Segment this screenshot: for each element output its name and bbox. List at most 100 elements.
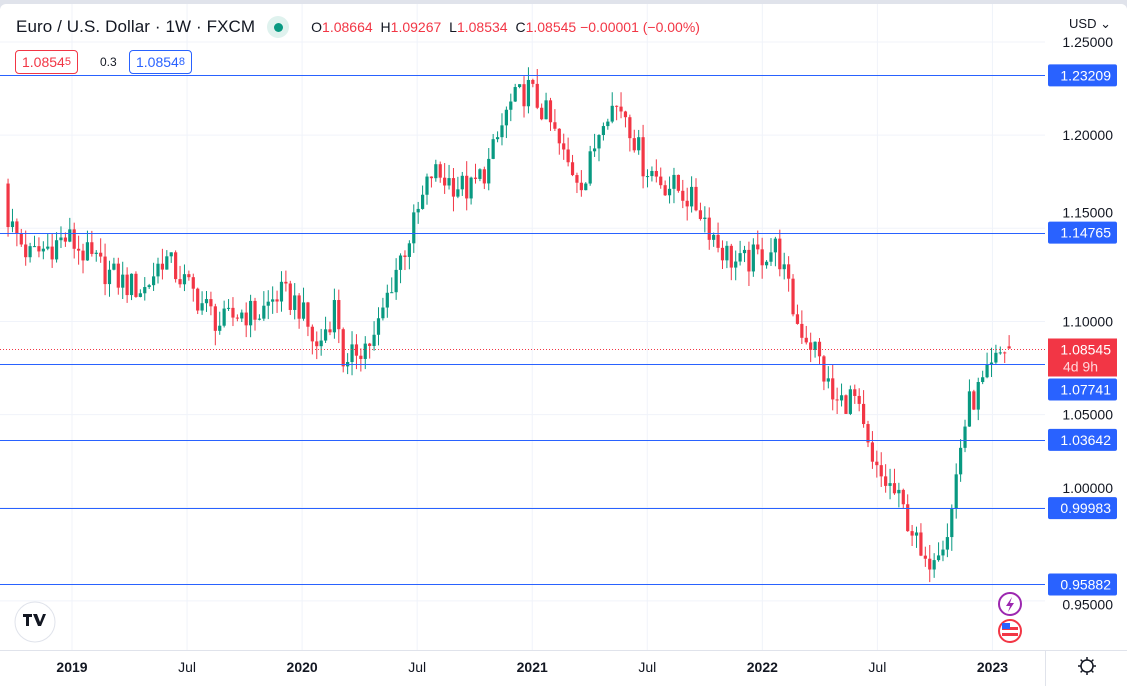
candle-body[interactable] xyxy=(420,194,425,209)
candle-body[interactable] xyxy=(606,121,610,127)
candle-body[interactable] xyxy=(562,143,566,150)
candle-body[interactable] xyxy=(425,176,429,195)
candle-body[interactable] xyxy=(787,264,791,279)
candle-body[interactable] xyxy=(63,237,67,242)
candle-body[interactable] xyxy=(548,100,553,123)
candle-body[interactable] xyxy=(897,489,901,494)
price-level-label-box[interactable] xyxy=(1048,64,1117,87)
candle-body[interactable] xyxy=(266,301,270,306)
candle-body[interactable] xyxy=(941,549,945,556)
candle-body[interactable] xyxy=(967,391,972,427)
candle-body[interactable] xyxy=(870,442,875,462)
candle-body[interactable] xyxy=(54,240,59,260)
candle-body[interactable] xyxy=(112,263,116,270)
candle-body[interactable] xyxy=(566,149,570,163)
candle-body[interactable] xyxy=(306,302,310,327)
candle-body[interactable] xyxy=(795,314,800,324)
candle-body[interactable] xyxy=(323,329,328,341)
candle-body[interactable] xyxy=(504,109,508,126)
price-level-label-box[interactable] xyxy=(1048,573,1117,596)
candle-body[interactable] xyxy=(518,84,522,88)
candle-body[interactable] xyxy=(650,170,654,177)
candle-body[interactable] xyxy=(738,253,742,262)
candle-body[interactable] xyxy=(275,299,279,302)
candle-body[interactable] xyxy=(196,288,200,311)
candle-body[interactable] xyxy=(959,447,963,475)
candle-body[interactable] xyxy=(262,305,266,319)
candle-body[interactable] xyxy=(694,186,698,211)
price-level-label-box[interactable] xyxy=(1048,428,1117,451)
candle-body[interactable] xyxy=(879,465,883,477)
candle-body[interactable] xyxy=(59,237,63,241)
candle-body[interactable] xyxy=(279,281,284,302)
candle-body[interactable] xyxy=(90,242,94,254)
candle-body[interactable] xyxy=(143,287,147,294)
candle-body[interactable] xyxy=(187,274,191,278)
candle-body[interactable] xyxy=(1003,352,1007,354)
candle-body[interactable] xyxy=(976,382,980,410)
candle-body[interactable] xyxy=(835,399,839,401)
candle-body[interactable] xyxy=(985,364,989,378)
candle-body[interactable] xyxy=(116,263,120,288)
candle-body[interactable] xyxy=(681,190,685,201)
candle-body[interactable] xyxy=(592,148,597,152)
candle-body[interactable] xyxy=(588,151,592,184)
candle-body[interactable] xyxy=(875,461,879,466)
candle-body[interactable] xyxy=(1007,346,1011,349)
candle-body[interactable] xyxy=(773,238,777,253)
candle-body[interactable] xyxy=(628,117,632,139)
candle-body[interactable] xyxy=(769,252,773,262)
market-open-indicator[interactable] xyxy=(267,16,290,38)
candle-body[interactable] xyxy=(813,341,817,350)
candle-body[interactable] xyxy=(756,244,760,250)
candle-body[interactable] xyxy=(888,483,892,486)
candle-body[interactable] xyxy=(28,246,32,258)
candle-body[interactable] xyxy=(747,249,751,272)
candle-body[interactable] xyxy=(698,210,703,219)
candle-body[interactable] xyxy=(209,299,213,307)
candle-body[interactable] xyxy=(147,285,151,288)
candle-body[interactable] xyxy=(861,403,866,425)
candle-body[interactable] xyxy=(919,532,923,556)
candle-body[interactable] xyxy=(487,158,491,184)
candle-body[interactable] xyxy=(782,264,786,270)
candle-body[interactable] xyxy=(235,317,239,319)
candle-body[interactable] xyxy=(50,246,54,260)
candle-body[interactable] xyxy=(134,273,138,297)
candle-body[interactable] xyxy=(46,246,50,249)
candle-body[interactable] xyxy=(822,356,826,382)
candle-body[interactable] xyxy=(540,107,544,120)
candle-body[interactable] xyxy=(998,352,1002,354)
candle-body[interactable] xyxy=(368,343,372,346)
candle-body[interactable] xyxy=(460,175,464,190)
candle-body[interactable] xyxy=(853,389,857,396)
candle-body[interactable] xyxy=(932,560,936,570)
candle-body[interactable] xyxy=(844,395,848,414)
candle-body[interactable] xyxy=(645,176,650,178)
candle-body[interactable] xyxy=(19,233,23,245)
candle-body[interactable] xyxy=(945,537,949,550)
candle-body[interactable] xyxy=(950,508,954,538)
candle-body[interactable] xyxy=(729,245,733,268)
candle-body[interactable] xyxy=(535,83,539,108)
candlestick-chart[interactable]: 1.25000 1.20000 1.15000 1.10000 1.05000 1.000… xyxy=(0,4,1127,686)
candle-body[interactable] xyxy=(553,122,557,129)
price-level-label-box[interactable] xyxy=(1048,378,1117,401)
candle-body[interactable] xyxy=(151,276,156,286)
candle-body[interactable] xyxy=(103,256,107,285)
candle-body[interactable] xyxy=(597,135,601,149)
time-axis[interactable] xyxy=(0,650,1127,686)
candle-body[interactable] xyxy=(923,555,927,559)
candle-body[interactable] xyxy=(191,277,195,289)
candle-body[interactable] xyxy=(332,300,336,333)
candle-body[interactable] xyxy=(760,249,764,266)
candle-body[interactable] xyxy=(465,175,469,199)
candle-body[interactable] xyxy=(354,344,359,356)
candle-body[interactable] xyxy=(372,334,376,346)
candle-body[interactable] xyxy=(667,188,672,196)
candle-body[interactable] xyxy=(601,126,606,136)
candle-body[interactable] xyxy=(341,329,345,367)
candle-body[interactable] xyxy=(41,248,45,252)
chart-panel[interactable]: 1.25000 1.20000 1.15000 1.10000 1.05000 1.000… xyxy=(0,4,1127,686)
candle-body[interactable] xyxy=(482,169,486,184)
